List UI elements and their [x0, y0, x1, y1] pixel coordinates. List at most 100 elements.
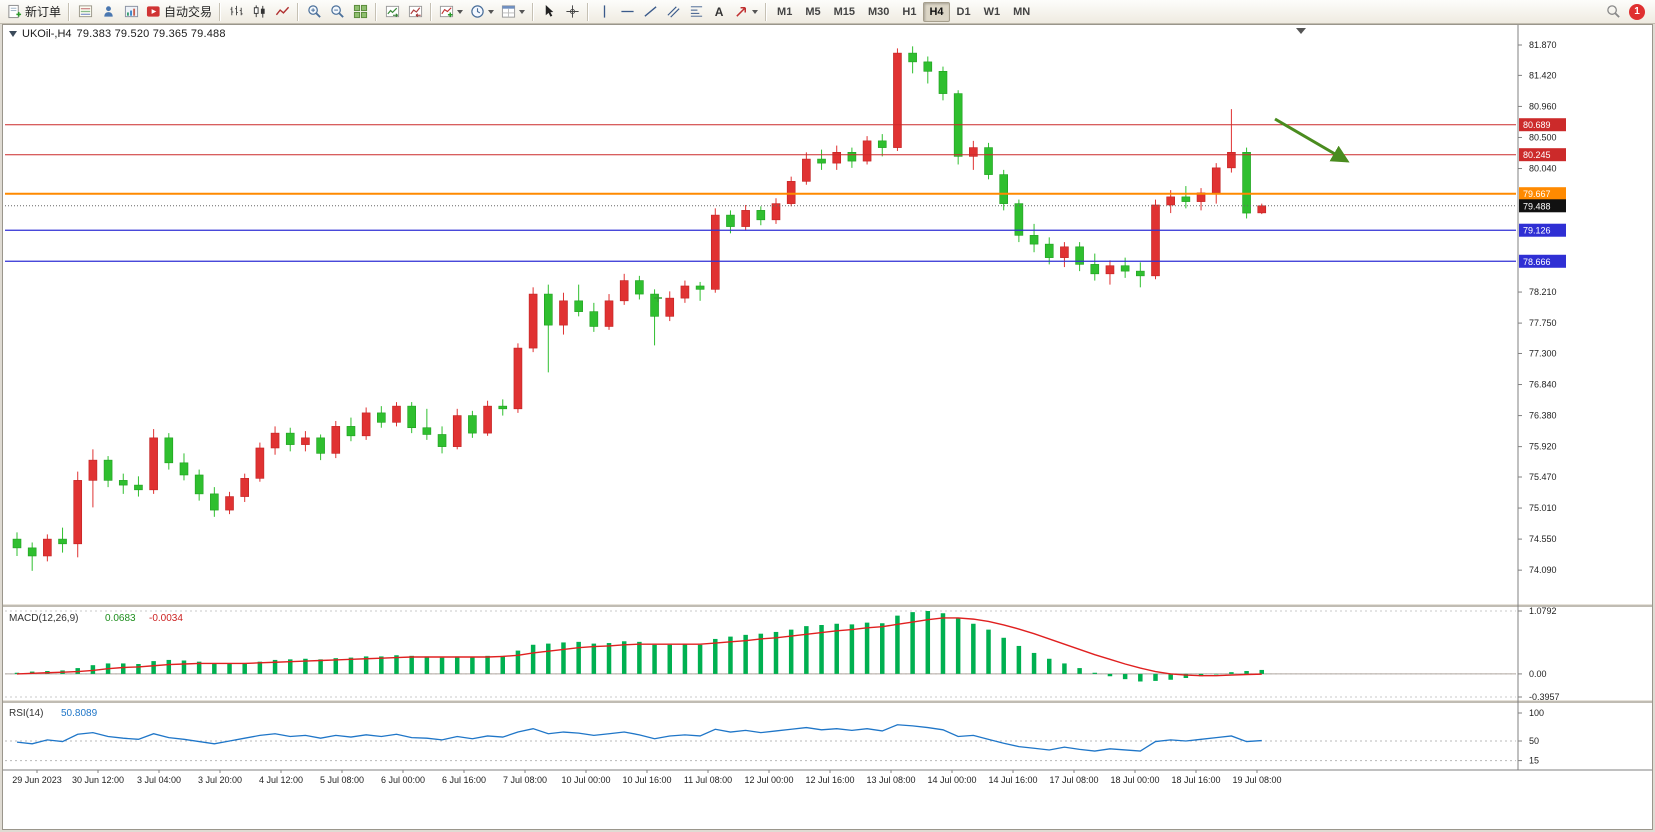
toolbar-separator: [297, 2, 300, 21]
search-icon[interactable]: [1606, 4, 1621, 19]
svg-text:80.040: 80.040: [1529, 164, 1557, 174]
price-axis: 81.870 81.420 80.960 80.500 80.040 78.210 77.7…: [1517, 25, 1566, 770]
periods-icon: [471, 5, 484, 18]
svg-text:29 Jun 2023: 29 Jun 2023: [12, 775, 62, 785]
svg-text:76.840: 76.840: [1529, 380, 1557, 390]
main-toolbar: 新订单 自动交易: [0, 0, 1655, 24]
timeframe-w1-button[interactable]: W1: [978, 2, 1007, 22]
channel-button[interactable]: [662, 2, 684, 22]
market-watch-icon: [78, 5, 92, 18]
svg-text:30 Jun 12:00: 30 Jun 12:00: [72, 775, 124, 785]
timeframe-m15-button[interactable]: M15: [828, 2, 861, 22]
autotrading-button[interactable]: 自动交易: [143, 2, 215, 22]
svg-text:75.470: 75.470: [1529, 472, 1557, 482]
time-axis: 29 Jun 2023 30 Jun 12:00 3 Jul 04:00 3 Jul …: [3, 769, 1652, 785]
new-order-icon: [8, 4, 22, 19]
zoom-in-button[interactable]: [303, 2, 325, 22]
price-chart[interactable]: MACD(12,26,9) 0.0683 -0.0034 RSI(14) 50.8089…: [3, 25, 1652, 829]
chart-window: MACD(12,26,9) 0.0683 -0.0034 RSI(14) 50.8089…: [2, 24, 1653, 830]
arrow-tools-button[interactable]: [731, 2, 761, 22]
terminal-icon: [124, 5, 138, 18]
svg-text:15: 15: [1529, 756, 1539, 766]
fibonacci-button[interactable]: [685, 2, 707, 22]
toolbar-separator: [219, 2, 222, 21]
svg-text:80.689: 80.689: [1523, 120, 1551, 130]
svg-text:74.090: 74.090: [1529, 565, 1557, 575]
svg-text:MACD(12,26,9): MACD(12,26,9): [9, 613, 78, 624]
templates-button[interactable]: [498, 2, 528, 22]
trendline-icon: [643, 6, 657, 17]
toolbar-separator: [68, 2, 71, 21]
bar-chart-icon: [229, 5, 243, 16]
macd-panel: MACD(12,26,9) 0.0683 -0.0034: [5, 610, 1516, 698]
timeframe-d1-button[interactable]: D1: [951, 2, 977, 22]
zoom-out-icon: [330, 5, 344, 18]
svg-text:12 Jul 16:00: 12 Jul 16:00: [805, 775, 854, 785]
cross-marker-annotation: [654, 294, 662, 302]
horizontal-line-button[interactable]: [616, 2, 638, 22]
svg-text:6 Jul 00:00: 6 Jul 00:00: [381, 775, 425, 785]
svg-text:19 Jul 08:00: 19 Jul 08:00: [1232, 775, 1281, 785]
svg-text:80.500: 80.500: [1529, 132, 1557, 142]
svg-text:11 Jul 08:00: 11 Jul 08:00: [684, 775, 732, 785]
svg-text:-0.3957: -0.3957: [1529, 692, 1560, 702]
timeframe-mn-button[interactable]: MN: [1007, 2, 1036, 22]
zoom-out-button[interactable]: [326, 2, 348, 22]
svg-text:75.920: 75.920: [1529, 442, 1557, 452]
cursor-icon: [545, 4, 553, 17]
new-order-button[interactable]: 新订单: [4, 2, 64, 22]
indicators-icon: [439, 5, 454, 18]
chevron-down-icon: [488, 9, 495, 14]
svg-text:6 Jul 16:00: 6 Jul 16:00: [442, 775, 486, 785]
navigator-button[interactable]: [97, 2, 119, 22]
notification-badge[interactable]: 1: [1629, 3, 1645, 20]
svg-text:79.488: 79.488: [1523, 201, 1551, 211]
svg-text:0.0683: 0.0683: [105, 613, 136, 624]
timeframe-m5-button[interactable]: M5: [799, 2, 826, 22]
line-chart-button[interactable]: [271, 2, 293, 22]
candlestick-chart-icon: [253, 5, 265, 18]
autotrading-icon: [146, 6, 160, 17]
trendline-button[interactable]: [639, 2, 661, 22]
timeframe-m30-button[interactable]: M30: [862, 2, 895, 22]
svg-text:74.550: 74.550: [1529, 534, 1557, 544]
timeframe-m1-button[interactable]: M1: [771, 2, 798, 22]
toolbar-separator: [532, 2, 535, 21]
templates-icon: [501, 5, 516, 18]
line-chart-icon: [275, 6, 289, 16]
svg-text:10 Jul 16:00: 10 Jul 16:00: [622, 775, 671, 785]
chart-ohlc-values: 79.383 79.520 79.365 79.488: [76, 28, 226, 40]
crosshair-icon: [565, 5, 579, 18]
svg-text:77.750: 77.750: [1529, 318, 1557, 328]
svg-text:7 Jul 08:00: 7 Jul 08:00: [503, 775, 547, 785]
tile-windows-button[interactable]: [349, 2, 371, 22]
vertical-line-button[interactable]: [593, 2, 615, 22]
navigator-icon: [103, 6, 113, 17]
arrows-icon: [736, 7, 747, 17]
market-watch-button[interactable]: [74, 2, 96, 22]
periods-button[interactable]: [467, 2, 497, 22]
new-order-label: 新订单: [25, 5, 62, 19]
bar-chart-button[interactable]: [225, 2, 247, 22]
cursor-button[interactable]: [538, 2, 560, 22]
indicators-button[interactable]: [436, 2, 466, 22]
timeframe-h4-button[interactable]: H4: [923, 1, 950, 22]
chevron-down-icon: [752, 9, 759, 14]
svg-text:12 Jul 00:00: 12 Jul 00:00: [744, 775, 793, 785]
candlestick-chart-button[interactable]: [248, 2, 270, 22]
chart-shift-button[interactable]: [404, 2, 426, 22]
text-tool-button[interactable]: A: [708, 2, 730, 22]
svg-text:1.0792: 1.0792: [1529, 606, 1557, 616]
crosshair-button[interactable]: [561, 2, 583, 22]
svg-text:4 Jul 12:00: 4 Jul 12:00: [259, 775, 303, 785]
terminal-button[interactable]: [120, 2, 142, 22]
svg-text:14 Jul 16:00: 14 Jul 16:00: [988, 775, 1037, 785]
svg-text:80.960: 80.960: [1529, 101, 1557, 111]
svg-text:3 Jul 04:00: 3 Jul 04:00: [137, 775, 181, 785]
timeframe-h1-button[interactable]: H1: [896, 2, 922, 22]
toolbar-separator: [430, 2, 433, 21]
rsi-panel: RSI(14) 50.8089: [5, 708, 1516, 762]
svg-text:3 Jul 20:00: 3 Jul 20:00: [198, 775, 242, 785]
auto-scroll-button[interactable]: [381, 2, 403, 22]
channel-icon: [667, 6, 680, 18]
